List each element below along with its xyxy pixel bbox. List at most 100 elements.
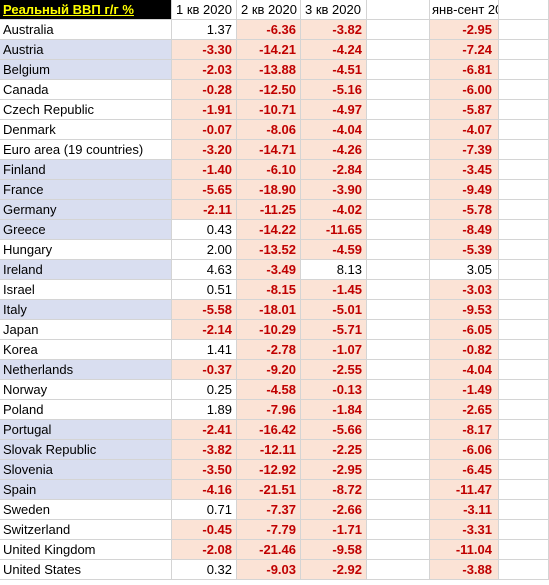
q3-value-cell[interactable]: -4.04 [301, 120, 367, 140]
q3-value-cell[interactable]: -3.90 [301, 180, 367, 200]
empty-cell[interactable] [367, 200, 430, 220]
q2-value-cell[interactable]: -14.71 [237, 140, 301, 160]
empty-cell[interactable] [367, 420, 430, 440]
q1-value-cell[interactable]: 0.32 [172, 560, 237, 580]
country-cell[interactable]: Austria [0, 40, 172, 60]
q2-value-cell[interactable]: -14.22 [237, 220, 301, 240]
q3-value-cell[interactable]: -8.72 [301, 480, 367, 500]
q3-value-cell[interactable]: -2.92 [301, 560, 367, 580]
q3-value-cell[interactable]: -0.13 [301, 380, 367, 400]
empty-cell[interactable] [367, 60, 430, 80]
q1-value-cell[interactable]: 0.71 [172, 500, 237, 520]
empty-cell[interactable] [367, 100, 430, 120]
q1-value-cell[interactable]: 0.25 [172, 380, 237, 400]
q1-value-cell[interactable]: -1.40 [172, 160, 237, 180]
empty-cell[interactable] [367, 480, 430, 500]
q2-value-cell[interactable]: -4.58 [237, 380, 301, 400]
empty-cell[interactable] [499, 400, 549, 420]
q2-value-cell[interactable]: -18.90 [237, 180, 301, 200]
q2-value-cell[interactable]: -8.06 [237, 120, 301, 140]
country-cell[interactable]: Italy [0, 300, 172, 320]
q3-value-cell[interactable]: -2.66 [301, 500, 367, 520]
country-cell[interactable]: Netherlands [0, 360, 172, 380]
q1-value-cell[interactable]: -2.11 [172, 200, 237, 220]
q2-value-cell[interactable]: -13.88 [237, 60, 301, 80]
country-cell[interactable]: Ireland [0, 260, 172, 280]
ytd-value-cell[interactable]: -6.05 [430, 320, 499, 340]
empty-cell[interactable] [367, 540, 430, 560]
table-title-cell[interactable]: Реальный ВВП г/г % [0, 0, 172, 20]
empty-cell[interactable] [367, 460, 430, 480]
empty-cell[interactable] [499, 180, 549, 200]
ytd-value-cell[interactable]: -4.04 [430, 360, 499, 380]
q1-value-cell[interactable]: -5.65 [172, 180, 237, 200]
ytd-value-cell[interactable]: -3.45 [430, 160, 499, 180]
country-cell[interactable]: United Kingdom [0, 540, 172, 560]
empty-cell[interactable] [499, 160, 549, 180]
header-ytd-cell[interactable]: янв-сент 2020 [430, 0, 499, 20]
country-cell[interactable]: Israel [0, 280, 172, 300]
q1-value-cell[interactable]: -4.16 [172, 480, 237, 500]
empty-cell[interactable] [499, 300, 549, 320]
q3-value-cell[interactable]: -4.59 [301, 240, 367, 260]
q3-value-cell[interactable]: 8.13 [301, 260, 367, 280]
empty-cell[interactable] [367, 180, 430, 200]
country-cell[interactable]: Euro area (19 countries) [0, 140, 172, 160]
ytd-value-cell[interactable]: -3.88 [430, 560, 499, 580]
empty-cell[interactable] [367, 20, 430, 40]
q2-value-cell[interactable]: -3.49 [237, 260, 301, 280]
q2-value-cell[interactable]: -2.78 [237, 340, 301, 360]
country-cell[interactable]: Canada [0, 80, 172, 100]
empty-cell[interactable] [499, 420, 549, 440]
q2-value-cell[interactable]: -12.11 [237, 440, 301, 460]
q2-value-cell[interactable]: -21.46 [237, 540, 301, 560]
q3-value-cell[interactable]: -2.25 [301, 440, 367, 460]
q3-value-cell[interactable]: -9.58 [301, 540, 367, 560]
q3-value-cell[interactable]: -4.24 [301, 40, 367, 60]
ytd-value-cell[interactable]: -3.31 [430, 520, 499, 540]
empty-cell[interactable] [499, 280, 549, 300]
q1-value-cell[interactable]: 0.51 [172, 280, 237, 300]
ytd-value-cell[interactable]: -2.95 [430, 20, 499, 40]
empty-cell[interactable] [499, 260, 549, 280]
empty-cell[interactable] [367, 160, 430, 180]
country-cell[interactable]: Australia [0, 20, 172, 40]
country-cell[interactable]: Sweden [0, 500, 172, 520]
empty-cell[interactable] [367, 40, 430, 60]
empty-cell[interactable] [499, 560, 549, 580]
empty-cell[interactable] [499, 40, 549, 60]
empty-cell[interactable] [367, 380, 430, 400]
q3-value-cell[interactable]: -1.84 [301, 400, 367, 420]
country-cell[interactable]: Hungary [0, 240, 172, 260]
q3-value-cell[interactable]: -4.02 [301, 200, 367, 220]
q3-value-cell[interactable]: -5.71 [301, 320, 367, 340]
empty-cell[interactable] [499, 240, 549, 260]
q2-value-cell[interactable]: -14.21 [237, 40, 301, 60]
country-cell[interactable]: Spain [0, 480, 172, 500]
empty-cell[interactable] [367, 0, 430, 20]
empty-cell[interactable] [367, 240, 430, 260]
q3-value-cell[interactable]: -5.16 [301, 80, 367, 100]
q1-value-cell[interactable]: -2.03 [172, 60, 237, 80]
country-cell[interactable]: Slovenia [0, 460, 172, 480]
q3-value-cell[interactable]: -4.26 [301, 140, 367, 160]
country-cell[interactable]: Norway [0, 380, 172, 400]
empty-cell[interactable] [499, 140, 549, 160]
q1-value-cell[interactable]: 0.43 [172, 220, 237, 240]
country-cell[interactable]: Poland [0, 400, 172, 420]
empty-cell[interactable] [367, 280, 430, 300]
country-cell[interactable]: Finland [0, 160, 172, 180]
ytd-value-cell[interactable]: -4.07 [430, 120, 499, 140]
empty-cell[interactable] [499, 120, 549, 140]
ytd-value-cell[interactable]: -1.49 [430, 380, 499, 400]
empty-cell[interactable] [499, 340, 549, 360]
empty-cell[interactable] [499, 320, 549, 340]
empty-cell[interactable] [499, 80, 549, 100]
q3-value-cell[interactable]: -1.71 [301, 520, 367, 540]
ytd-value-cell[interactable]: -5.87 [430, 100, 499, 120]
ytd-value-cell[interactable]: -7.24 [430, 40, 499, 60]
q3-value-cell[interactable]: -3.82 [301, 20, 367, 40]
q3-value-cell[interactable]: -1.45 [301, 280, 367, 300]
ytd-value-cell[interactable]: -2.65 [430, 400, 499, 420]
country-cell[interactable]: Switzerland [0, 520, 172, 540]
